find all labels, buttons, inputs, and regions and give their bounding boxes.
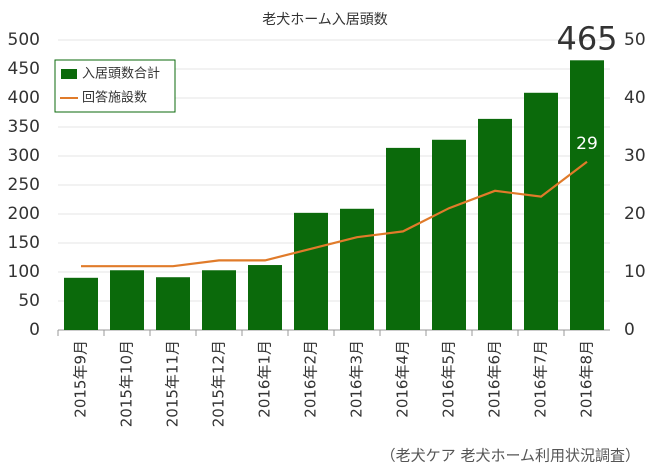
y2-tick-label: 20: [624, 204, 646, 224]
y-tick-label: 500: [8, 30, 40, 50]
bar: [110, 270, 144, 330]
x-tick-label: 2015年9月: [72, 340, 90, 418]
x-tick-label: 2016年6月: [486, 340, 504, 418]
y-tick-label: 350: [8, 117, 40, 137]
x-tick-label: 2016年1月: [256, 340, 274, 418]
bar: [478, 118, 512, 330]
bar: [570, 60, 604, 331]
data-label: 29: [576, 134, 598, 154]
bar: [294, 212, 328, 330]
y-tick-label: 400: [8, 88, 40, 108]
bar: [386, 147, 420, 330]
bar: [432, 139, 466, 330]
legend-swatch: [61, 69, 77, 79]
y-tick-label: 50: [18, 291, 40, 311]
x-tick-label: 2015年12月: [210, 340, 228, 427]
x-tick-label: 2016年5月: [440, 340, 458, 418]
legend-label: 入居頭数合計: [82, 66, 160, 82]
y2-tick-label: 30: [624, 146, 646, 166]
y2-tick-label: 10: [624, 262, 646, 282]
y2-tick-label: 50: [624, 30, 646, 50]
x-tick-label: 2015年10月: [118, 340, 136, 427]
data-label: 465: [556, 19, 617, 57]
x-tick-label: 2015年11月: [164, 340, 182, 427]
legend-frame: [54, 59, 176, 113]
x-tick-label: 2016年2月: [302, 340, 320, 418]
bar: [248, 265, 282, 330]
x-tick-label: 2016年3月: [348, 340, 366, 418]
x-tick-label: 2016年4月: [394, 340, 412, 418]
line: [81, 160, 588, 268]
y-tick-label: 200: [8, 204, 40, 224]
bar: [340, 208, 374, 330]
x-tick-label: 2016年8月: [578, 340, 596, 418]
y-tick-label: 250: [8, 175, 40, 195]
bar: [156, 277, 190, 330]
y2-tick-label: 40: [624, 88, 646, 108]
y-tick-label: 100: [8, 262, 40, 282]
x-tick-label: 2016年7月: [532, 340, 550, 418]
y2-tick-label: 0: [624, 320, 635, 340]
y-tick-label: 150: [8, 233, 40, 253]
y-tick-label: 300: [8, 146, 40, 166]
bar: [524, 92, 558, 330]
bar: [202, 270, 236, 330]
chart-title: 老犬ホーム入居頭数: [262, 12, 388, 28]
source-note: （老犬ケア 老犬ホーム利用状況調査）: [381, 447, 640, 465]
legend-label: 回答施設数: [82, 90, 147, 106]
bar: [64, 277, 98, 330]
y-tick-label: 450: [8, 59, 40, 79]
y-tick-label: 0: [29, 320, 40, 340]
